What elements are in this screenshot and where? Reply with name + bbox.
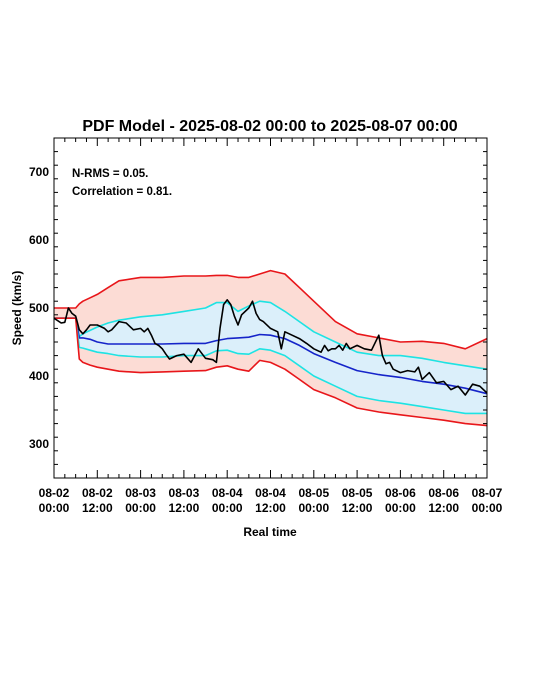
x-tick-label-date: 08-06 [385, 486, 416, 500]
median-line [54, 317, 488, 395]
x-tick-label-time: 12:00 [428, 501, 459, 515]
x-tick-label-date: 08-06 [428, 486, 459, 500]
x-tick-label-time: 12:00 [255, 501, 286, 515]
x-tick-label-time: 00:00 [39, 501, 70, 515]
x-tick-label-date: 08-03 [125, 486, 156, 500]
x-tick-label-time: 00:00 [472, 501, 503, 515]
y-tick-label: 400 [29, 369, 49, 383]
x-axis-label: Real time [243, 525, 297, 539]
y-tick-label: 500 [29, 301, 49, 315]
x-tick-label-time: 00:00 [125, 501, 156, 515]
chart-title: PDF Model - 2025-08-02 00:00 to 2025-08-… [82, 118, 457, 135]
x-tick-label-date: 08-04 [255, 486, 286, 500]
nrms-annotation: N-RMS = 0.05. [72, 168, 148, 180]
x-tick-label-time: 00:00 [385, 501, 416, 515]
y-tick-label: 700 [29, 165, 49, 179]
y-tick-label: 300 [29, 437, 49, 451]
x-tick-label-date: 08-02 [39, 486, 70, 500]
inner-upper-line [54, 300, 488, 370]
y-tick-label: 600 [29, 233, 49, 247]
x-tick-label-time: 00:00 [212, 501, 243, 515]
inner-lower-line [54, 317, 487, 415]
inner-confidence-band [54, 301, 487, 414]
x-tick-label-date: 08-03 [169, 486, 200, 500]
x-tick-label-time: 12:00 [342, 501, 373, 515]
x-tick-label-date: 08-05 [298, 486, 329, 500]
x-tick-label-date: 08-02 [82, 486, 113, 500]
x-tick-label-date: 08-05 [342, 486, 373, 500]
axes: 30040050060070008-0200:0008-0212:0008-03… [29, 137, 503, 515]
x-tick-label-date: 08-04 [212, 486, 243, 500]
x-tick-label-date: 08-07 [472, 486, 503, 500]
observed-line [53, 298, 488, 396]
x-tick-label-time: 12:00 [169, 501, 200, 515]
x-tick-label-time: 12:00 [82, 501, 113, 515]
y-axis-label: Speed (km/s) [10, 271, 24, 346]
x-tick-label-time: 00:00 [298, 501, 329, 515]
correlation-annotation: Correlation = 0.81. [72, 186, 172, 198]
plot-area [53, 269, 488, 427]
outer-upper-line [54, 269, 488, 350]
outer-lower-line [54, 317, 488, 427]
